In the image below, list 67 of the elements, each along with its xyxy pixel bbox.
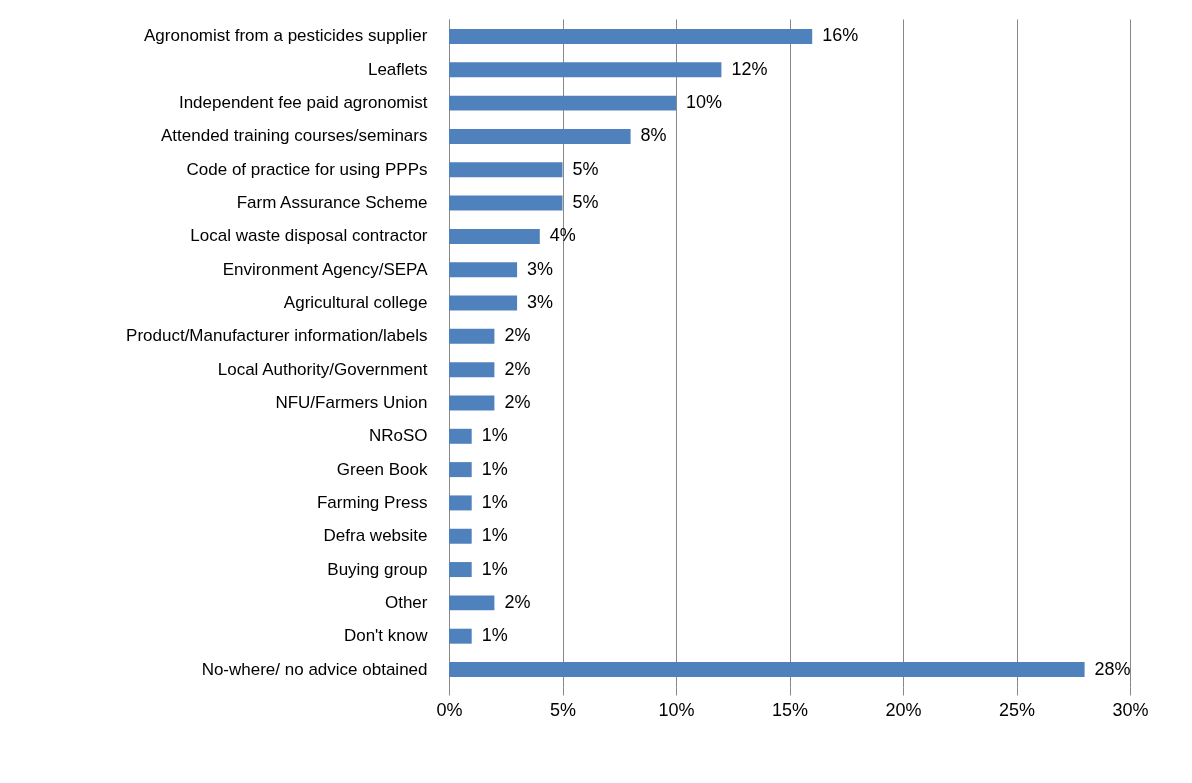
y-tick-label: Independent fee paid agronomist (178, 93, 428, 113)
bar (449, 262, 518, 278)
data-label: 16% (822, 25, 859, 46)
data-label: 2% (504, 391, 531, 412)
bar (449, 528, 472, 544)
y-tick-label: Green Book (336, 459, 428, 479)
y-tick-label: Local Authority/Government (217, 359, 428, 379)
x-tick-label: 15% (771, 699, 809, 720)
y-tick-label: Environment Agency/SEPA (222, 259, 429, 279)
bar (449, 662, 1085, 677)
data-label: 2% (504, 325, 531, 346)
bar (449, 162, 563, 178)
bar (449, 628, 472, 644)
x-tick-label: 5% (549, 699, 577, 720)
bar (449, 495, 472, 511)
y-tick-label: Agricultural college (283, 293, 428, 313)
x-tick-label: 25% (998, 699, 1036, 720)
data-label: 2% (504, 591, 531, 612)
data-label: 5% (572, 192, 599, 213)
y-tick-label: Defra website (323, 526, 428, 546)
bar (449, 395, 495, 411)
data-label: 1% (481, 525, 508, 546)
data-label: 28% (1094, 658, 1131, 679)
bar (449, 29, 813, 44)
data-label: 2% (504, 358, 531, 379)
x-tick-label: 20% (885, 699, 922, 720)
data-label: 5% (572, 158, 599, 179)
bar (449, 228, 540, 244)
bar (449, 128, 631, 144)
y-tick-label: NFU/Farmers Union (275, 392, 428, 412)
y-tick-label: Other (384, 592, 428, 612)
bar (449, 195, 563, 211)
bar (449, 562, 472, 578)
bar (449, 328, 495, 344)
data-label: 8% (640, 125, 667, 146)
y-tick-label: NRoSO (368, 426, 428, 446)
data-label: 4% (549, 225, 576, 246)
data-label: 3% (527, 292, 554, 313)
data-label: 3% (527, 258, 554, 279)
data-label: 12% (731, 58, 768, 79)
bar (449, 62, 722, 78)
bar (449, 595, 495, 611)
x-tick-label: 10% (658, 699, 695, 720)
y-tick-label: Agronomist from a pesticides supplier (144, 26, 428, 46)
data-label: 1% (481, 558, 508, 579)
y-tick-label: Attended training courses/seminars (161, 126, 428, 146)
data-label: 1% (481, 625, 508, 646)
x-tick-label: 0% (436, 699, 463, 720)
bar (449, 295, 518, 311)
data-label: 1% (481, 458, 508, 479)
y-tick-label: Product/Manufacturer information/labels (126, 326, 428, 346)
data-label: 1% (481, 491, 508, 512)
bar (449, 362, 495, 378)
bar (449, 428, 472, 444)
y-tick-label: Don't know (343, 626, 429, 646)
y-tick-label: Buying group (327, 559, 428, 579)
y-tick-label: Farming Press (316, 492, 428, 512)
data-label: 1% (481, 425, 508, 446)
y-tick-label: Local waste disposal contractor (190, 226, 428, 246)
bar (449, 95, 676, 111)
y-tick-label: Leaflets (367, 59, 428, 79)
y-tick-label: No-where/ no advice obtained (201, 659, 428, 679)
y-tick-label: Code of practice for using PPPs (186, 159, 428, 179)
bar (449, 462, 472, 478)
y-tick-label: Farm Assurance Scheme (236, 193, 428, 213)
data-label: 10% (686, 92, 723, 113)
x-tick-label: 30% (1112, 699, 1149, 720)
